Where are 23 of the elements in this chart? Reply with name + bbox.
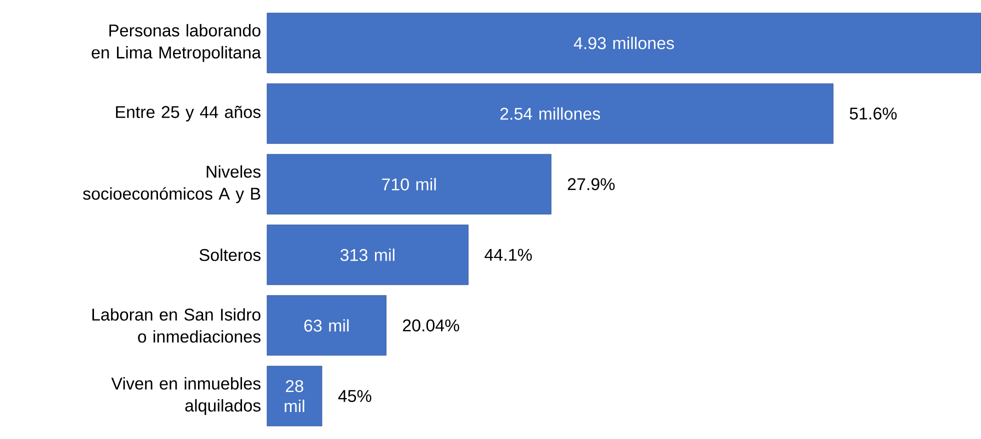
y-tick-label: Niveles socioeconómicos A y B — [83, 165, 261, 204]
y-tick-label: Laboran en San Isidro o inmediaciones — [92, 308, 260, 343]
bar — [266, 366, 322, 426]
annotation: 44.1% — [484, 248, 532, 261]
y-tick-label: Personas laborando en Lima Metropolitana — [92, 24, 262, 62]
bar — [266, 12, 981, 74]
annotation: 28 mil — [284, 380, 304, 412]
annotation: 2.54 millones — [500, 107, 600, 120]
annotation: 20.04% — [402, 319, 460, 332]
bar — [266, 154, 552, 214]
annotation: 63 mil — [304, 319, 349, 332]
annotation: 51.6% — [850, 108, 897, 120]
annotation: 313 mil — [340, 248, 394, 262]
y-tick-label: Solteros — [200, 248, 261, 262]
annotation: 45% — [338, 390, 372, 402]
bar — [266, 295, 386, 356]
annotation: 4.93 millones — [574, 36, 674, 50]
annotation: 710 mil — [382, 178, 436, 190]
y-tick-label: Entre 25 y 44 años — [116, 106, 260, 122]
y-tick-label: Viven en inmuebles alquilados — [111, 377, 260, 415]
bar — [266, 83, 834, 144]
bar — [266, 224, 469, 286]
annotation: 27.9% — [568, 178, 615, 190]
